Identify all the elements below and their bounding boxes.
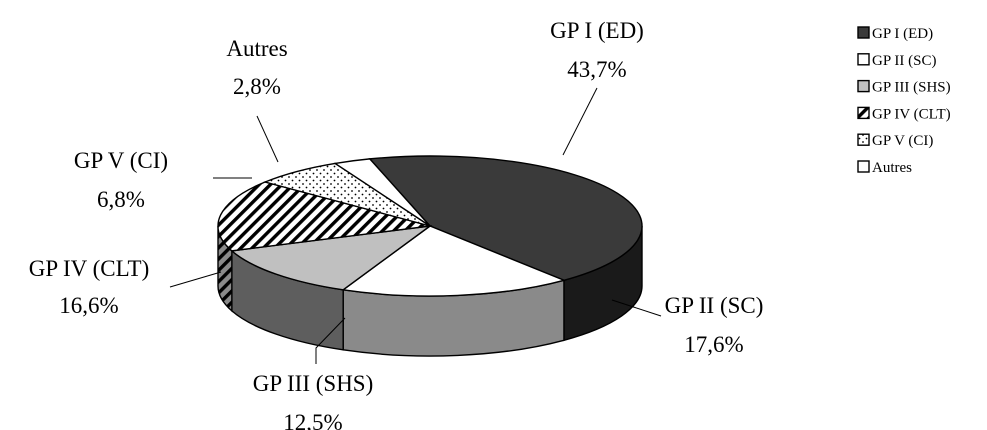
leader-line [562, 87, 598, 156]
slice-label: GP I (ED) [550, 18, 644, 43]
pie-slice-gp-iii-shs [230, 224, 433, 291]
pie-slice-autres [333, 158, 431, 227]
legend-swatch [857, 26, 870, 39]
leader-line [315, 317, 346, 364]
legend-entry: GP II (SC) [872, 53, 936, 69]
slice-label: GP V (CI) [74, 148, 168, 173]
slice-percent: 12,5% [283, 410, 342, 430]
slice-percent: 43,7% [567, 57, 626, 82]
leader-line [169, 271, 222, 288]
legend: GP I (ED) GP II (SC) GP III (SHS) GP IV (CL… [857, 26, 951, 176]
pie-slice-gp-ii-sc [341, 225, 567, 297]
legend-swatch [857, 160, 870, 173]
pie-slice-gp-i-ed [368, 155, 643, 281]
legend-entry: GP V (CI) [872, 133, 933, 149]
leader-line [611, 299, 662, 317]
legend-entry: Autres [872, 160, 912, 176]
leader-line [256, 115, 279, 163]
slice-percent: 6,8% [97, 187, 145, 212]
legend-swatch [857, 79, 870, 93]
slice-percent: 2,8% [233, 74, 281, 99]
legend-entry: GP III (SHS) [872, 80, 951, 96]
pie-slice-gp-iv-clt [217, 181, 431, 252]
legend-entry: GP I (ED) [872, 26, 933, 42]
slice-percent: 17,6% [684, 332, 743, 357]
slice-label: GP III (SHS) [253, 371, 374, 396]
legend-swatch [857, 53, 870, 66]
slice-label: Autres [226, 36, 287, 61]
slice-label: GP IV (CLT) [29, 256, 150, 281]
legend-entry: GP IV (CLT) [872, 106, 951, 122]
slice-percent: 16,6% [59, 293, 118, 318]
slice-label: GP II (SC) [665, 293, 764, 318]
legend-swatch [857, 106, 870, 120]
legend-swatch [857, 133, 870, 146]
